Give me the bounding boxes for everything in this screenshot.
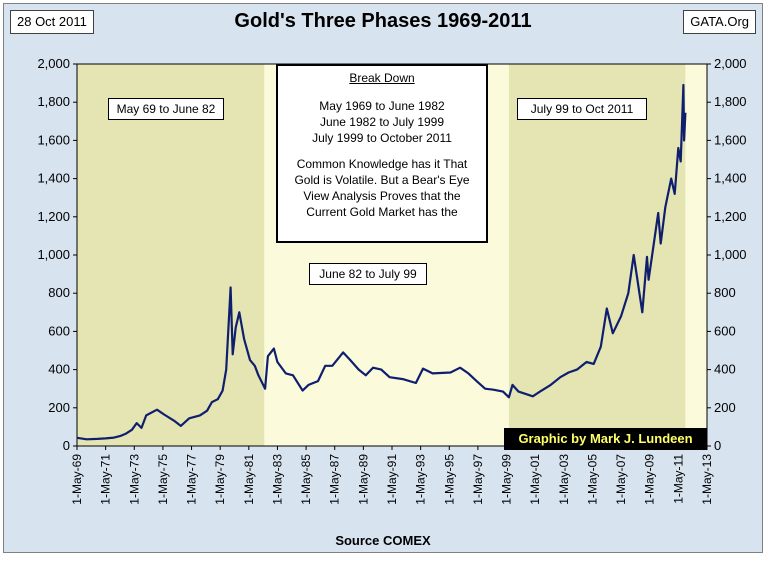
breakdown-periods: May 1969 to June 1982 June 1982 to July … [278, 98, 486, 146]
x-tick-label: 1-May-97 [471, 454, 485, 505]
x-tick-label: 1-May-93 [414, 454, 428, 505]
x-tick-label: 1-May-03 [557, 454, 571, 505]
y-tick-label-left: 2,000 [37, 56, 70, 71]
y-tick-label-left: 1,600 [37, 132, 70, 147]
x-tick-label: 1-May-87 [328, 454, 342, 505]
x-tick-label: 1-May-69 [70, 454, 84, 505]
y-tick-label-right: 1,800 [714, 94, 747, 109]
y-tick-label-right: 0 [714, 438, 721, 453]
x-tick-label: 1-May-77 [185, 454, 199, 505]
y-tick-label-right: 400 [714, 362, 736, 377]
breakdown-period-line: July 1999 to October 2011 [312, 131, 452, 145]
breakdown-text-line: View Analysis Proves that the [303, 189, 461, 203]
y-tick-label-left: 1,200 [37, 209, 70, 224]
y-tick-label-left: 600 [48, 323, 70, 338]
x-tick-label: 1-May-99 [500, 454, 514, 505]
breakdown-text-line: Common Knowledge has it That [296, 157, 468, 171]
x-tick-label: 1-May-13 [700, 454, 714, 505]
date-label: 28 Oct 2011 [10, 10, 94, 34]
credit-label: Graphic by Mark J. Lundeen [504, 428, 707, 450]
y-tick-label-right: 1,200 [714, 209, 747, 224]
x-tick-label: 1-May-91 [385, 454, 399, 505]
y-tick-label-right: 1,600 [714, 132, 747, 147]
chart-title: Gold's Three Phases 1969-2011 [234, 10, 532, 32]
breakdown-text-line: Current Gold Market has the [306, 205, 458, 219]
y-tick-label-right: 200 [714, 400, 736, 415]
y-tick-label-left: 800 [48, 285, 70, 300]
x-tick-label: 1-May-71 [99, 454, 113, 505]
x-tick-label: 1-May-95 [442, 454, 456, 505]
breakdown-text-line: Gold is Volatile. But a Bear's Eye [294, 173, 470, 187]
source-site-label: GATA.Org [683, 10, 756, 34]
breakdown-box: Break Down May 1969 to June 1982 June 19… [276, 64, 488, 243]
x-tick-label: 1-May-11 [671, 454, 685, 504]
y-tick-label-left: 0 [63, 438, 70, 453]
phase-shade [77, 64, 265, 446]
y-tick-label-right: 600 [714, 323, 736, 338]
y-tick-label-left: 1,400 [37, 171, 70, 186]
chart-frame: 0 0 200 200 400 400 600 600 800 800 1,000 1,000 1,20… [3, 3, 763, 553]
x-tick-label: 1-May-79 [213, 454, 227, 505]
y-tick-label-left: 1,000 [37, 247, 70, 262]
x-tick-label: 1-May-09 [643, 454, 657, 505]
x-axis-title: Source COMEX [335, 533, 431, 548]
y-tick-label-left: 1,800 [37, 94, 70, 109]
x-tick-label: 1-May-01 [528, 454, 542, 505]
y-tick-label-left: 400 [48, 362, 70, 377]
y-tick-label-right: 2,000 [714, 56, 747, 71]
x-tick-label: 1-May-73 [127, 454, 141, 505]
gold-price-line [76, 83, 687, 441]
phase2-label: June 82 to July 99 [309, 263, 427, 285]
breakdown-text: Common Knowledge has it That Gold is Vol… [278, 156, 486, 220]
y-tick-label-right: 800 [714, 285, 736, 300]
breakdown-period-line: May 1969 to June 1982 [319, 99, 445, 113]
x-tick-label: 1-May-89 [356, 454, 370, 505]
y-tick-label-right: 1,400 [714, 171, 747, 186]
x-tick-label: 1-May-81 [242, 454, 256, 505]
phase1-label: May 69 to June 82 [108, 98, 224, 120]
phase3-label: July 99 to Oct 2011 [517, 98, 647, 120]
x-tick-label: 1-May-85 [299, 454, 313, 505]
y-tick-label-left: 200 [48, 400, 70, 415]
x-tick-label: 1-May-05 [585, 454, 599, 505]
x-tick-label: 1-May-75 [156, 454, 170, 505]
breakdown-title: Break Down [349, 71, 415, 85]
x-tick-label: 1-May-07 [614, 454, 628, 505]
y-tick-label-right: 1,000 [714, 247, 747, 262]
phase-shade [508, 64, 686, 446]
x-tick-label: 1-May-83 [270, 454, 284, 505]
breakdown-period-line: June 1982 to July 1999 [319, 115, 445, 129]
